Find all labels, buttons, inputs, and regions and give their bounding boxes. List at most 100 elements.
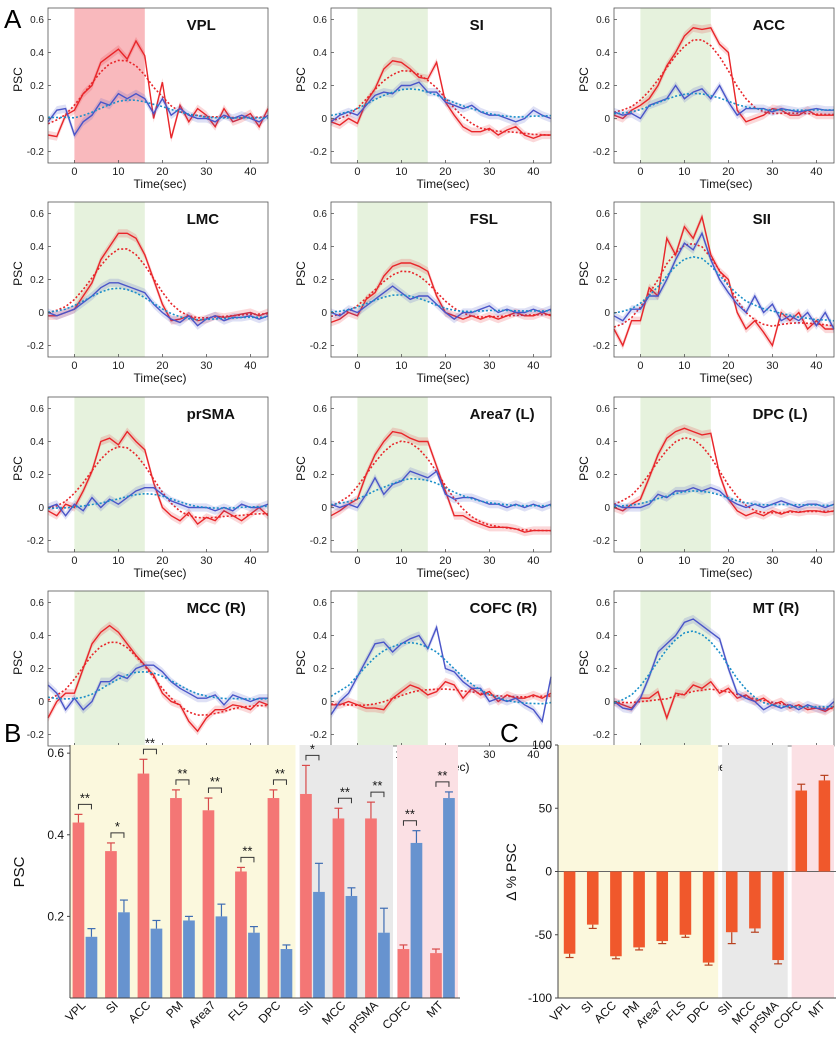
- significance-bracket: [305, 754, 320, 761]
- significance-bracket: [402, 820, 417, 826]
- blue-trace: [330, 285, 552, 320]
- red-trace: [613, 214, 834, 348]
- significance-marker: *: [115, 819, 120, 834]
- bar-dpc: [702, 871, 715, 963]
- significance-marker: **: [372, 778, 382, 793]
- blue-fit: [613, 92, 835, 115]
- bar-fls: [679, 871, 692, 935]
- bar-acc: [610, 871, 622, 957]
- bar-red-vpl: [72, 822, 85, 998]
- bar-blue-si: [118, 912, 130, 998]
- significance-bracket: [370, 791, 385, 798]
- y-tick-label: 0: [321, 114, 327, 125]
- category-label: ACC: [591, 998, 619, 1026]
- red-fit: [330, 688, 552, 707]
- y-tick-label: 0.6: [596, 15, 610, 26]
- red-fit: [613, 39, 834, 116]
- bar-vpl: [563, 871, 576, 954]
- y-tick-label: 100: [532, 738, 552, 752]
- y-tick-label: 0.2: [596, 470, 610, 481]
- subplot-acc: -0.2 0 0.2 0.4 0.6 0 10 20 30 40 Time(sec) PSC ACC: [577, 7, 835, 191]
- red-fit: [613, 436, 834, 514]
- subplot-title: VPL: [187, 17, 216, 34]
- y-tick-label: 0.6: [313, 404, 327, 415]
- y-tick-label: -100: [528, 991, 552, 1005]
- y-tick-label: -0.2: [27, 536, 45, 547]
- stimulus-window: [74, 202, 145, 357]
- blue-fit: [47, 670, 269, 700]
- red-trace: [330, 262, 552, 324]
- category-label: VPL: [62, 998, 88, 1024]
- stimulus-window: [640, 397, 711, 552]
- category-label: Area7: [186, 998, 219, 1031]
- bar-red-sii: [300, 793, 312, 998]
- x-axis-label: Time(sec): [417, 566, 470, 580]
- blue-error-band: [614, 229, 834, 334]
- y-axis-label: PSC: [294, 650, 308, 675]
- y-tick-label: 0.6: [30, 598, 44, 609]
- y-tick-label: 0.2: [596, 275, 610, 286]
- bar-red-prsma: [365, 818, 377, 998]
- x-tick-label: 10: [678, 555, 690, 567]
- x-tick-label: 30: [200, 555, 212, 567]
- y-tick-label: -0.2: [593, 536, 611, 547]
- red-fit: [47, 445, 269, 519]
- y-tick-label: 0: [604, 114, 610, 125]
- category-label: MT: [806, 998, 829, 1021]
- x-tick-label: 20: [156, 360, 168, 372]
- bar-pm: [633, 871, 645, 948]
- bar-red-cofc: [397, 949, 410, 998]
- stimulus-window: [357, 397, 428, 552]
- category-label: FLS: [663, 998, 688, 1023]
- red-trace: [47, 430, 269, 525]
- subplot-title: Area7 (L): [470, 406, 535, 423]
- x-tick-label: 10: [112, 166, 124, 178]
- panel-b-bar-chart: ** VPL * SI ** ACC ** PM ** Area7 ** FLS ** DPC * SII **…: [11, 735, 460, 1034]
- y-tick-label: 0.4: [47, 828, 64, 842]
- x-tick-label: 0: [354, 360, 360, 372]
- x-tick-label: 0: [637, 166, 643, 178]
- significance-marker: **: [80, 790, 90, 805]
- y-tick-label: 0.2: [596, 81, 610, 92]
- y-tick-label: -0.2: [310, 536, 328, 547]
- bar-mcc: [749, 871, 761, 929]
- category-label: SI: [103, 998, 121, 1016]
- x-tick-label: 40: [527, 166, 539, 178]
- y-tick-label: 0.4: [313, 48, 327, 59]
- significance-marker: *: [310, 741, 315, 756]
- subplot-vpl: -0.2 0 0.2 0.4 0.6 0 10 20 30 40 Time(sec) PSC VPL: [11, 7, 269, 191]
- y-tick-label: -0.2: [593, 730, 611, 741]
- y-tick-label: 0.4: [30, 631, 44, 642]
- subplot-title: MCC (R): [187, 600, 246, 617]
- y-tick-label: 0: [321, 503, 327, 514]
- significance-marker: **: [275, 766, 285, 781]
- red-error-band: [614, 23, 834, 126]
- y-tick-label: -0.2: [310, 730, 328, 741]
- category-label: prSMA: [345, 998, 381, 1034]
- bar-blue-prsma: [378, 932, 390, 998]
- x-tick-label: 20: [156, 555, 168, 567]
- y-tick-label: 0.4: [313, 242, 327, 253]
- y-axis-label: PSC: [11, 261, 25, 286]
- y-tick-label: 0.6: [313, 15, 327, 26]
- y-tick-label: 0.2: [596, 664, 610, 675]
- x-tick-label: 40: [527, 360, 539, 372]
- stimulus-window: [357, 8, 428, 163]
- y-axis-label: PSC: [577, 67, 591, 92]
- subplot-title: prSMA: [187, 406, 236, 423]
- significance-bracket: [207, 787, 222, 794]
- red-fit: [47, 248, 269, 319]
- red-fit: [47, 59, 269, 125]
- panel-a-timecourses: -0.200.20.40.60 10 20 30 40Time(sec)PSCVPL-0…: [11, 7, 835, 774]
- x-tick-label: 10: [112, 555, 124, 567]
- red-error-band: [48, 229, 268, 325]
- x-tick-label: 10: [395, 166, 407, 178]
- blue-fit: [613, 490, 834, 508]
- y-axis-label: PSC: [11, 856, 28, 887]
- bar-blue-area7: [215, 916, 228, 998]
- category-label: MCC: [319, 998, 348, 1027]
- red-trace: [613, 427, 835, 517]
- category-label: ACC: [126, 998, 154, 1026]
